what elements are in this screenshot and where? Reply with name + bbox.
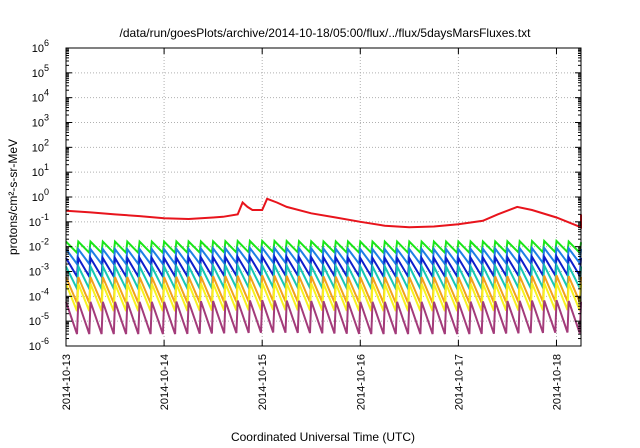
y-tick-label: 10-2 xyxy=(29,237,49,254)
series-line xyxy=(65,282,582,312)
series-layer xyxy=(65,197,582,335)
x-tick-label: 2014-10-16 xyxy=(355,354,367,410)
y-tick-label: 10-6 xyxy=(29,336,49,353)
series-line xyxy=(65,253,582,280)
x-tick-label: 2014-10-13 xyxy=(61,354,73,410)
series-line xyxy=(65,245,582,267)
y-tick-label: 101 xyxy=(32,162,49,179)
x-tick-label: 2014-10-14 xyxy=(159,354,171,410)
y-tick-label: 106 xyxy=(32,38,49,55)
y-tick-label: 10-1 xyxy=(29,212,49,229)
chart-title: /data/run/goesPlots/archive/2014-10-18/0… xyxy=(120,26,532,40)
y-tick-label: 10-5 xyxy=(29,311,49,328)
series-line xyxy=(65,238,582,256)
series-line xyxy=(65,299,582,335)
y-axis-label: protons/cm²-s-sr-MeV xyxy=(6,139,20,255)
x-tick-label: 2014-10-15 xyxy=(257,354,269,410)
y-tick-label: 10-3 xyxy=(29,262,49,279)
y-tick-label: 104 xyxy=(32,88,49,105)
series-line xyxy=(65,197,582,229)
y-tick-label: 105 xyxy=(32,63,49,80)
x-tick-label: 2014-10-17 xyxy=(453,354,465,410)
series-line xyxy=(65,274,582,304)
y-tick-label: 100 xyxy=(32,187,49,204)
x-tick-label: 2014-10-18 xyxy=(551,354,563,410)
x-axis-label: Coordinated Universal Time (UTC) xyxy=(231,430,415,444)
series-line xyxy=(65,261,582,293)
y-tick-label: 103 xyxy=(32,113,49,130)
y-tick-label: 102 xyxy=(32,137,49,154)
x-axis: 2014-10-13 2014-10-14 2014-10-15 2014-10-16… xyxy=(61,48,563,410)
y-tick-label: 10-4 xyxy=(29,286,49,303)
